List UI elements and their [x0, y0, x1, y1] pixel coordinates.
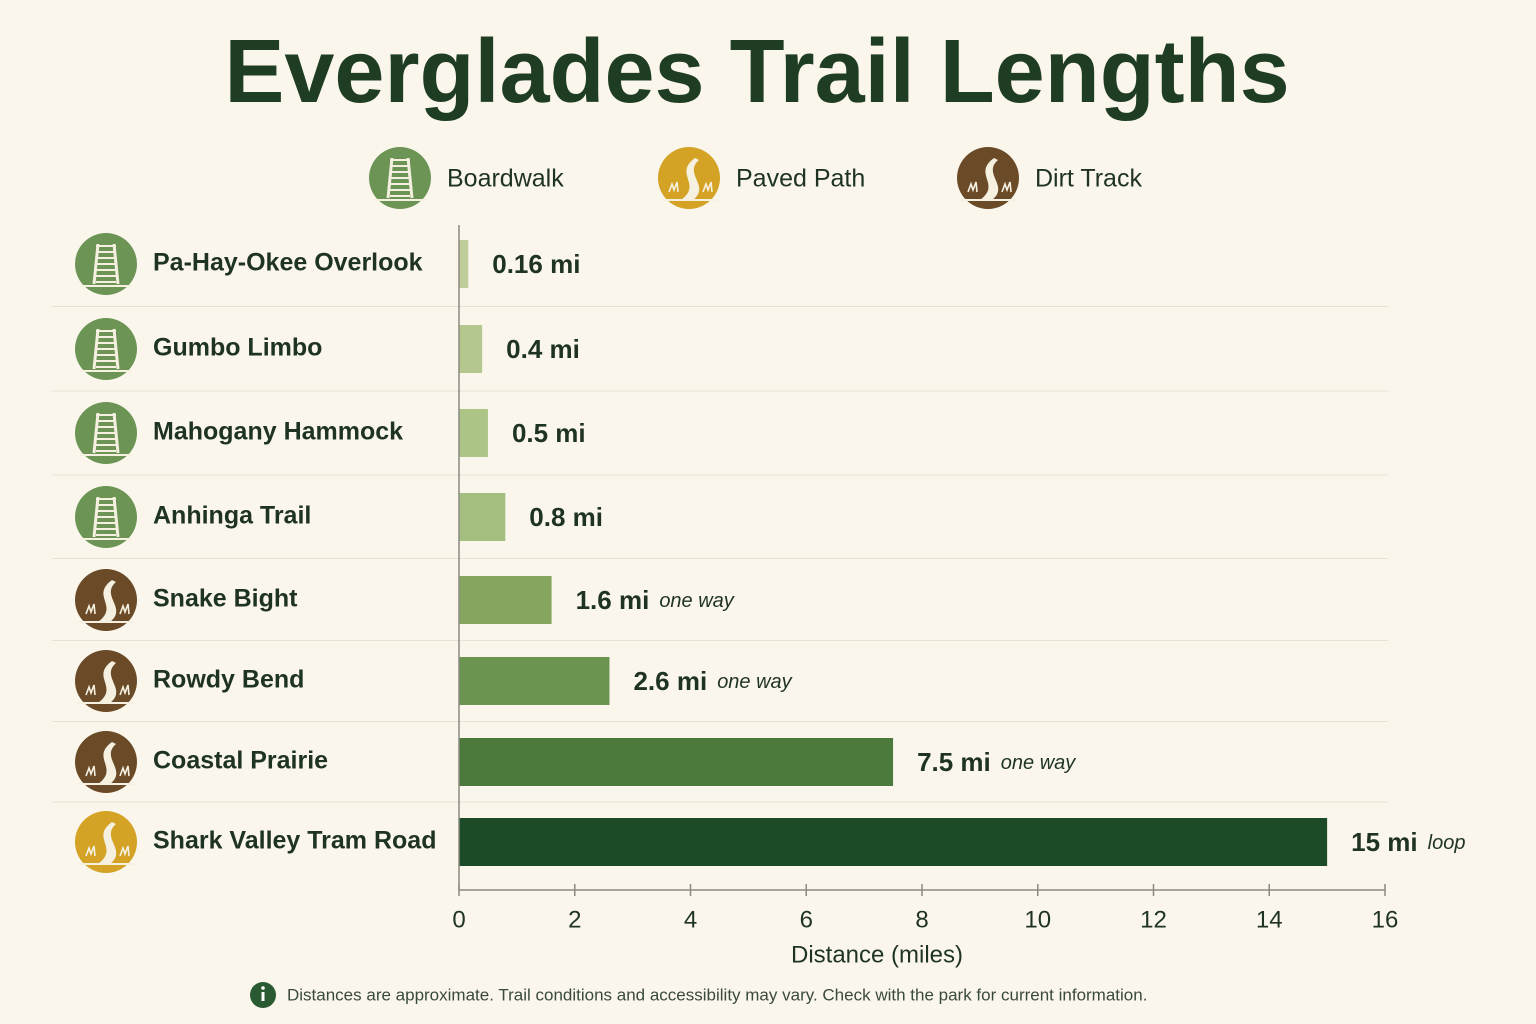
- icon-glyph: [85, 684, 130, 696]
- value-note: one way: [659, 590, 734, 612]
- x-tick-label: 10: [1024, 906, 1051, 933]
- category-label: Pa-Hay-Okee Overlook: [153, 249, 423, 277]
- legend-label: Boardwalk: [447, 165, 564, 193]
- chart-title: Everglades Trail Lengths: [224, 22, 1289, 122]
- bar: [459, 409, 488, 457]
- value-label-group: 15 mi loop: [1351, 827, 1465, 857]
- icon-glyph: [85, 603, 130, 615]
- bar: [459, 818, 1328, 866]
- x-tick-label: 4: [684, 906, 697, 933]
- value-label-group: 0.4 mi: [506, 334, 580, 364]
- icon-glyph: [85, 765, 130, 777]
- x-tick-label: 2: [568, 906, 581, 933]
- category-label: Anhinga Trail: [153, 502, 311, 530]
- icon-glyph: [98, 580, 117, 622]
- legend-label: Paved Path: [736, 165, 865, 193]
- category-label: Coastal Prairie: [153, 747, 328, 775]
- x-tick-label: 6: [800, 906, 813, 933]
- icon-glyph: [98, 661, 117, 703]
- value-label: 0.5 mi: [512, 418, 586, 448]
- bar: [459, 493, 506, 541]
- info-icon-glyph: [261, 986, 265, 990]
- category-label: Rowdy Bend: [153, 666, 304, 694]
- footnote: Distances are approximate. Trail conditi…: [287, 985, 1147, 1004]
- value-note: one way: [717, 671, 792, 693]
- icon-glyph: [980, 158, 999, 200]
- x-tick-label: 16: [1372, 906, 1399, 933]
- value-label-group: 2.6 mi one way: [633, 666, 792, 696]
- value-label: 0.16 mi: [492, 249, 580, 279]
- bar: [459, 240, 469, 288]
- value-label-group: 0.16 mi: [492, 249, 580, 279]
- x-tick-label: 0: [452, 906, 465, 933]
- value-label: 0.8 mi: [529, 502, 603, 532]
- category-label: Gumbo Limbo: [153, 334, 322, 362]
- category-label: Snake Bight: [153, 585, 298, 613]
- value-label-group: 0.8 mi: [529, 502, 603, 532]
- legend-label: Dirt Track: [1035, 165, 1142, 193]
- x-tick-label: 12: [1140, 906, 1167, 933]
- value-label: 15 mi: [1351, 827, 1418, 857]
- category-label: Shark Valley Tram Road: [153, 827, 436, 855]
- value-note: one way: [1001, 752, 1076, 774]
- icon-glyph: [967, 181, 1012, 193]
- bar: [459, 325, 483, 373]
- icon-glyph: [681, 158, 700, 200]
- x-tick-label: 14: [1256, 906, 1283, 933]
- value-label: 7.5 mi: [917, 747, 991, 777]
- value-label-group: 1.6 mi one way: [576, 585, 735, 615]
- value-note: loop: [1428, 832, 1466, 854]
- value-label: 1.6 mi: [576, 585, 650, 615]
- icon-glyph: [98, 822, 117, 864]
- value-label: 0.4 mi: [506, 334, 580, 364]
- x-axis-title: Distance (miles): [791, 941, 963, 968]
- icon-glyph: [85, 845, 130, 857]
- value-label-group: 7.5 mi one way: [917, 747, 1076, 777]
- value-label-group: 0.5 mi: [512, 418, 586, 448]
- icon-glyph: [668, 181, 713, 193]
- category-label: Mahogany Hammock: [153, 418, 403, 446]
- value-label: 2.6 mi: [633, 666, 707, 696]
- bar: [459, 657, 610, 705]
- info-icon-glyph: [261, 992, 265, 1001]
- bar: [459, 738, 894, 786]
- x-tick-label: 8: [915, 906, 928, 933]
- icon-glyph: [98, 742, 117, 784]
- bar: [459, 576, 552, 624]
